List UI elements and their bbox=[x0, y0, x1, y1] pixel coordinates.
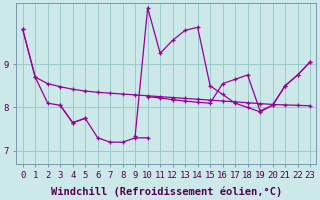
X-axis label: Windchill (Refroidissement éolien,°C): Windchill (Refroidissement éolien,°C) bbox=[51, 186, 282, 197]
